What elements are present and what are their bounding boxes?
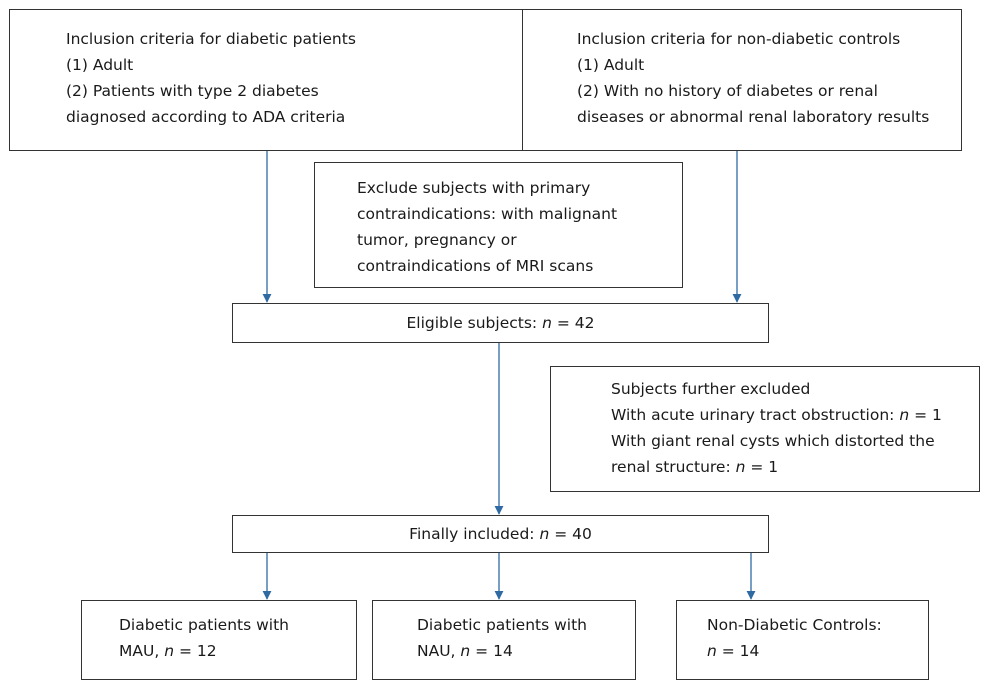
nau-group-box: Diabetic patients with NAU, n = 14 [372,600,636,680]
final-count: 40 [572,525,592,543]
further-exclusion-item-1: With acute urinary tract obstruction: n … [611,406,942,424]
control-inclusion-item-1: (1) Adult [577,56,645,74]
eligible-equals: = [551,314,575,332]
eligible-box: Eligible subjects: n = 42 [232,303,769,343]
final-label: Finally included: [409,525,540,543]
nau-group-line-2: NAU, n = 14 [417,642,513,660]
control-inclusion-item-2-cont: diseases or abnormal renal laboratory re… [577,108,930,126]
controls-group-line-2: n = 14 [707,642,760,660]
eligible-count: 42 [574,314,595,332]
control-inclusion-item-2: (2) With no history of diabetes or renal [577,82,878,100]
further-exclusion-box: Subjects further excluded With acute uri… [550,366,980,492]
final-box: Finally included: n = 40 [232,515,769,553]
primary-exclusion-box: Exclude subjects with primary contraindi… [314,162,683,288]
controls-group-line-1: Non-Diabetic Controls: [707,616,882,634]
primary-exclusion-line-2: contraindications: with malignant [357,205,618,223]
mau-group-line-2: MAU, n = 12 [119,642,217,660]
primary-exclusion-line-3: tumor, pregnancy or [357,231,517,249]
controls-group-box: Non-Diabetic Controls: n = 14 [676,600,929,680]
further-exclusion-item-2: With giant renal cysts which distorted t… [611,432,935,450]
diabetic-inclusion-item-1: (1) Adult [66,56,134,74]
mau-group-line-1: Diabetic patients with [119,616,289,634]
final-equals: = [549,525,573,543]
eligible-label: Eligible subjects: [406,314,543,332]
control-inclusion-title: Inclusion criteria for non-diabetic cont… [577,30,901,48]
primary-exclusion-line-4: contraindications of MRI scans [357,257,594,275]
nau-group-line-1: Diabetic patients with [417,616,587,634]
diabetic-inclusion-title: Inclusion criteria for diabetic patients [66,30,356,48]
primary-exclusion-line-1: Exclude subjects with primary [357,179,591,197]
mau-group-box: Diabetic patients with MAU, n = 12 [81,600,357,680]
further-exclusion-title: Subjects further excluded [611,380,811,398]
diabetic-inclusion-item-2-cont: diagnosed according to ADA criteria [66,108,346,126]
eligible-n-symbol: n [542,314,552,332]
control-inclusion-box: Inclusion criteria for non-diabetic cont… [522,9,962,151]
final-n-symbol: n [539,525,550,543]
diabetic-inclusion-box: Inclusion criteria for diabetic patients… [9,9,531,151]
further-exclusion-item-2-cont: renal structure: n = 1 [611,458,779,476]
diabetic-inclusion-item-2: (2) Patients with type 2 diabetes [66,82,319,100]
